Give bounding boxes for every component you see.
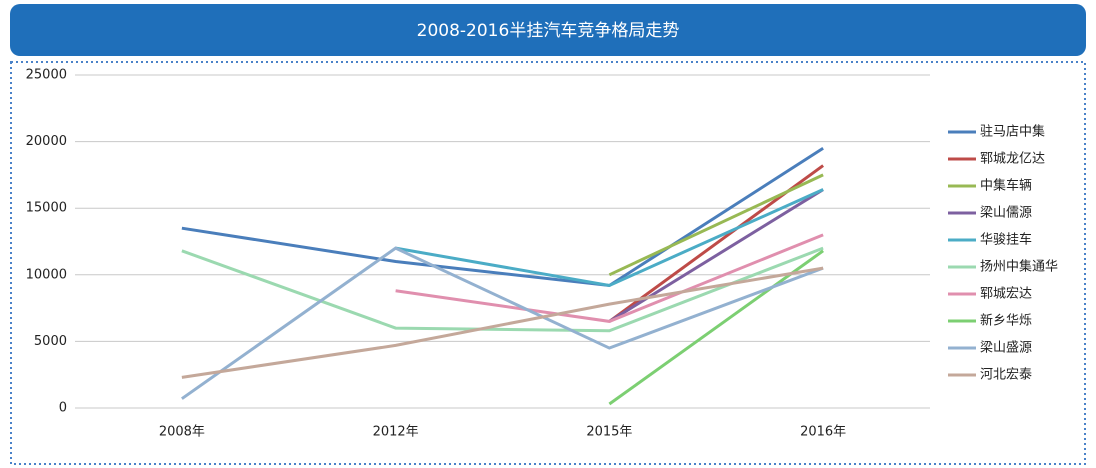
- chart-title: 2008-2016半挂汽车竞争格局走势: [417, 21, 680, 41]
- legend-label: 新乡华烁: [980, 313, 1032, 329]
- legend-label: 华骏挂车: [980, 232, 1032, 248]
- series-line: [608, 249, 824, 406]
- y-tick-label: 5000: [34, 334, 67, 349]
- legend-label: 梁山儒源: [980, 206, 1032, 221]
- legend-label: 郓城龙亿达: [980, 152, 1045, 167]
- x-tick-label: 2016年: [800, 425, 846, 440]
- legend-label: 中集车辆: [980, 178, 1032, 194]
- legend-label: 郓城宏达: [980, 287, 1032, 302]
- y-tick-label: 0: [59, 401, 67, 416]
- y-tick-label: 10000: [26, 267, 67, 282]
- title-banner: [10, 4, 1086, 56]
- series-line: [395, 188, 824, 288]
- x-tick-label: 2008年: [159, 425, 205, 440]
- series-line: [181, 146, 824, 288]
- series-line: [181, 266, 824, 379]
- series-line: [395, 233, 824, 323]
- series-line: [181, 246, 824, 333]
- series-line: [608, 173, 824, 277]
- x-tick-label: 2012年: [373, 425, 419, 440]
- legend-label: 扬州中集通华: [980, 259, 1058, 275]
- y-tick-label: 15000: [26, 201, 67, 216]
- y-tick-label: 20000: [26, 134, 67, 149]
- legend-label: 驻马店中集: [980, 124, 1045, 140]
- legend-label: 河北宏泰: [980, 368, 1032, 383]
- series-line: [181, 246, 824, 400]
- x-tick-label: 2015年: [586, 425, 632, 440]
- y-tick-label: 25000: [26, 68, 67, 83]
- chart-frame: [10, 61, 1086, 465]
- series-line: [608, 188, 824, 323]
- legend-label: 梁山盛源: [980, 341, 1032, 356]
